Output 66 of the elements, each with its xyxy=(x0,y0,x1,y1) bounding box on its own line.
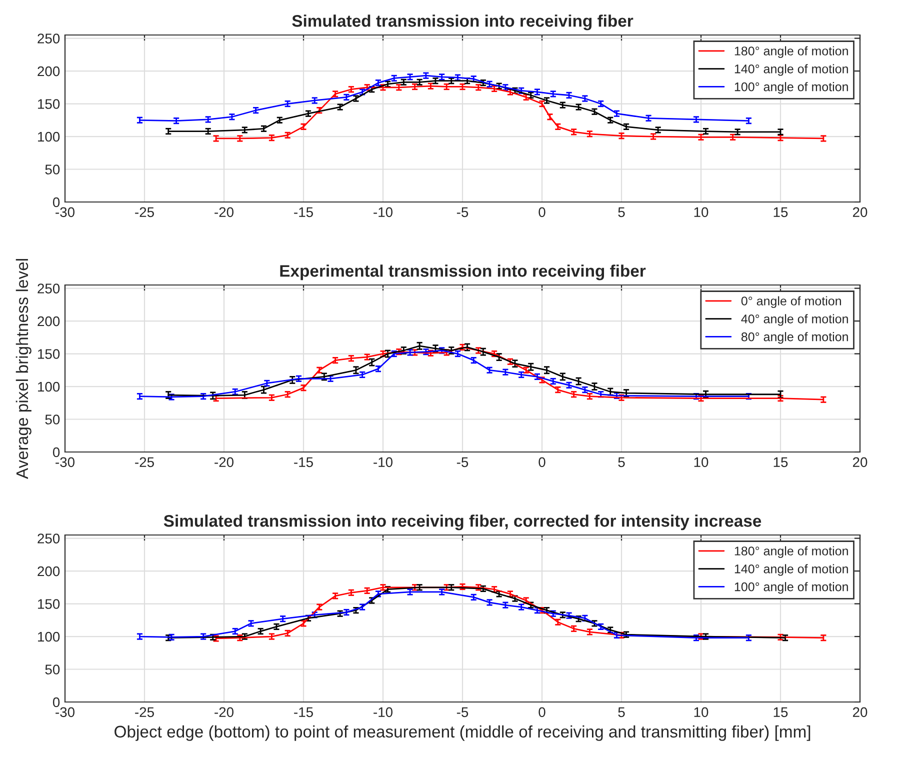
y-tick-label: 50 xyxy=(45,164,60,174)
x-tick-label: 5 xyxy=(618,207,625,218)
y-tick-label: 150 xyxy=(38,599,60,609)
chart-title: Simulated transmission into receiving fiber, corrected for intensity increase xyxy=(164,514,762,530)
legend-label: 180° angle of motion xyxy=(734,46,848,58)
x-tick-label: 5 xyxy=(618,707,625,718)
x-tick-label: -30 xyxy=(56,707,74,718)
x-tick-label: 0 xyxy=(538,207,546,218)
x-tick-label: -10 xyxy=(374,207,392,218)
y-tick-label: 100 xyxy=(38,382,60,392)
legend-label: 0° angle of motion xyxy=(741,296,841,308)
x-tick-label: -5 xyxy=(456,207,468,218)
x-tick-label: 10 xyxy=(694,207,708,218)
y-tick-label: 100 xyxy=(38,132,60,142)
x-tick-label: 5 xyxy=(618,457,625,468)
x-tick-label: 15 xyxy=(774,457,788,468)
y-tick-label: 150 xyxy=(38,99,60,109)
x-tick-label: -10 xyxy=(374,707,392,718)
x-tick-label: 20 xyxy=(852,207,868,218)
x-tick-label: -15 xyxy=(294,707,313,718)
x-tick-label: -20 xyxy=(214,207,234,218)
y-tick-label: 250 xyxy=(38,284,60,294)
y-tick-label: 200 xyxy=(38,316,60,326)
y-tick-label: 50 xyxy=(45,414,60,424)
x-tick-label: 0 xyxy=(538,707,546,718)
x-tick-label: -5 xyxy=(456,457,468,468)
x-tick-label: -30 xyxy=(56,207,74,218)
line-series xyxy=(168,344,782,396)
y-tick-label: 150 xyxy=(38,349,60,359)
y-tick-label: 0 xyxy=(52,197,60,208)
x-tick-label: -15 xyxy=(294,207,313,218)
x-tick-label: -20 xyxy=(214,707,234,718)
legend-label: 100° angle of motion xyxy=(734,582,848,594)
legend-label: 100° angle of motion xyxy=(734,82,848,94)
x-tick-label: -20 xyxy=(214,457,234,468)
x-tick-label: -25 xyxy=(135,207,154,218)
x-tick-label: -5 xyxy=(456,707,468,718)
chart-title: Simulated transmission into receiving fiber xyxy=(292,14,634,30)
x-tick-label: 15 xyxy=(774,207,788,218)
x-axis-title: Object edge (bottom) to point of measurement (middle of receiving and transmitting fiber) [mm] xyxy=(114,725,810,741)
y-tick-label: 0 xyxy=(52,697,60,708)
legend-label: 180° angle of motion xyxy=(734,546,848,558)
y-tick-label: 200 xyxy=(38,66,60,76)
x-tick-label: 10 xyxy=(694,707,708,718)
x-tick-label: 10 xyxy=(694,457,708,468)
y-tick-label: 0 xyxy=(52,447,60,458)
y-tick-label: 100 xyxy=(38,632,60,642)
legend-label: 40° angle of motion xyxy=(741,314,848,326)
y-tick-label: 250 xyxy=(38,34,60,44)
y-tick-label: 200 xyxy=(38,566,60,576)
x-tick-label: -10 xyxy=(374,457,392,468)
x-tick-label: -30 xyxy=(56,457,74,468)
x-tick-label: 0 xyxy=(538,457,546,468)
x-tick-label: -15 xyxy=(294,457,313,468)
legend-label: 140° angle of motion xyxy=(734,564,848,576)
legend-label: 140° angle of motion xyxy=(734,64,848,76)
x-tick-label: -25 xyxy=(135,457,154,468)
chart-title: Experimental transmission into receiving fiber xyxy=(280,264,646,280)
x-tick-label: 15 xyxy=(774,707,788,718)
x-tick-label: -25 xyxy=(135,707,154,718)
y-tick-label: 50 xyxy=(45,664,60,674)
x-tick-label: 20 xyxy=(852,457,868,468)
legend-label: 80° angle of motion xyxy=(741,332,848,344)
y-tick-label: 250 xyxy=(38,534,60,544)
x-tick-label: 20 xyxy=(852,707,868,718)
y-axis-title: Average pixel brightness level xyxy=(16,259,32,480)
